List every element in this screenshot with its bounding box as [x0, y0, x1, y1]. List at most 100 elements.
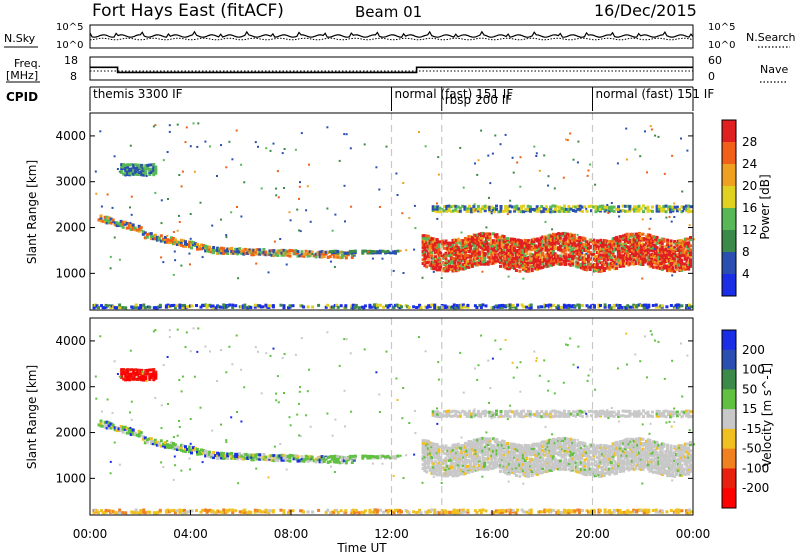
heatmap-cell [680, 268, 684, 272]
heatmap-cell [435, 473, 439, 477]
heatmap-cell [660, 268, 664, 271]
heatmap-cell [620, 463, 624, 467]
heatmap-cell [669, 239, 673, 243]
heatmap-cell [497, 457, 501, 461]
heatmap-cell [574, 244, 578, 248]
heatmap-cell [151, 237, 155, 241]
heatmap-cell [163, 240, 167, 244]
heatmap-cell [202, 244, 206, 247]
heatmap-cell [502, 253, 506, 257]
heatmap-cell [629, 232, 633, 236]
heatmap-cell [421, 455, 425, 458]
heatmap-cell [565, 207, 569, 211]
heatmap-cell [485, 246, 488, 250]
heatmap-cell [122, 167, 126, 171]
heatmap-cell [623, 240, 627, 243]
heatmap-cell [216, 175, 218, 177]
heatmap-cell [437, 459, 441, 463]
heatmap-cell [685, 257, 689, 261]
heatmap-cell [599, 460, 603, 464]
heatmap-cell [431, 207, 435, 211]
heatmap-cell [485, 242, 488, 246]
heatmap-cell [230, 451, 234, 455]
heatmap-cell [611, 263, 615, 267]
heatmap-cell [677, 303, 681, 307]
heatmap-cell [149, 437, 153, 441]
heatmap-cell [211, 224, 214, 227]
heatmap-cell [625, 127, 628, 130]
heatmap-cell [534, 257, 538, 261]
heatmap-cell [590, 445, 594, 449]
heatmap-cell [613, 242, 617, 246]
heatmap-cell [492, 244, 495, 248]
heatmap-cell [186, 447, 189, 451]
heatmap-cell [294, 252, 298, 256]
heatmap-cell [453, 266, 457, 270]
heatmap-cell [506, 238, 510, 242]
heatmap-cell [476, 461, 480, 465]
heatmap-cell [581, 451, 585, 455]
heatmap-cell [666, 249, 670, 253]
heatmap-cell [608, 239, 612, 243]
heatmap-cell [618, 239, 622, 243]
heatmap-cell [428, 445, 432, 449]
heatmap-cell [595, 473, 599, 476]
heatmap-cell [548, 438, 552, 442]
heatmap-cell [585, 209, 589, 213]
heatmap-cell [553, 446, 557, 450]
heatmap-cell [511, 450, 515, 454]
heatmap-cell [240, 457, 244, 461]
heatmap-cell [428, 245, 432, 249]
heatmap-cell [456, 469, 460, 473]
heatmap-cell [258, 248, 262, 252]
heatmap-cell [451, 456, 455, 460]
heatmap-cell [146, 163, 150, 167]
heatmap-cell [220, 246, 224, 250]
heatmap-cell [483, 461, 487, 465]
heatmap-cell [623, 454, 627, 458]
heatmap-cell [216, 246, 220, 250]
heatmap-cell [632, 238, 636, 242]
heatmap-cell [551, 232, 555, 236]
heatmap-cell [616, 249, 620, 253]
heatmap-cell [483, 206, 487, 210]
heatmap-cell [470, 251, 474, 255]
heatmap-cell [511, 240, 515, 244]
heatmap-cell [511, 470, 515, 474]
heatmap-cell [344, 304, 348, 308]
heatmap-cell [499, 209, 503, 213]
nave-tick-bottom: 0 [708, 70, 715, 83]
heatmap-cell [558, 205, 562, 209]
heatmap-cell [565, 437, 569, 441]
heatmap-cell [348, 456, 352, 460]
heatmap-cell [210, 250, 214, 254]
heatmap-cell [489, 182, 492, 185]
heatmap-cell [629, 453, 633, 456]
heatmap-cell [645, 245, 648, 249]
heatmap-cell [437, 240, 441, 244]
heatmap-cell [270, 458, 274, 462]
heatmap-cell [551, 204, 555, 208]
heatmap-cell [294, 148, 297, 151]
heatmap-cell [121, 427, 125, 431]
heatmap-cell [659, 262, 663, 265]
heatmap-cell [448, 254, 451, 258]
heatmap-cell [619, 209, 623, 213]
heatmap-cell [190, 242, 193, 246]
heatmap-cell [621, 204, 625, 208]
heatmap-cell [173, 238, 177, 242]
heatmap-cell [639, 262, 643, 266]
heatmap-cell [272, 142, 275, 145]
heatmap-cell [206, 450, 210, 454]
heatmap-cell [546, 234, 550, 238]
heatmap-cell [232, 456, 236, 460]
heatmap-cell [641, 244, 645, 248]
heatmap-cell [528, 242, 532, 246]
heatmap-cell [557, 453, 561, 457]
heatmap-cell [630, 453, 634, 457]
heatmap-cell [606, 256, 610, 260]
heatmap-cell [333, 454, 337, 458]
heatmap-cell [286, 250, 290, 253]
heatmap-cell [685, 237, 689, 241]
heatmap-cell [495, 452, 499, 456]
